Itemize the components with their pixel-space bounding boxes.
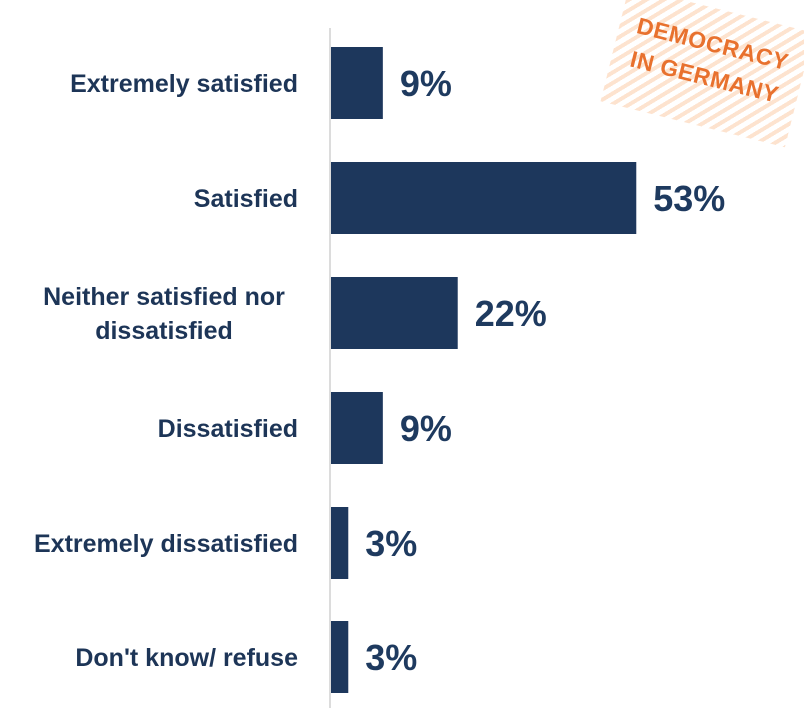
category-label-4: Extremely dissatisfied xyxy=(34,530,298,558)
bar-3 xyxy=(331,392,383,464)
value-label-2: 22% xyxy=(475,293,547,334)
value-label-4: 3% xyxy=(365,523,417,564)
value-label-3: 9% xyxy=(400,408,452,449)
bar-0 xyxy=(331,47,383,119)
category-label-5: Don't know/ refuse xyxy=(75,644,298,672)
bar-5 xyxy=(331,621,349,693)
category-label-2-line-1: dissatisfied xyxy=(95,317,233,345)
category-label-3: Dissatisfied xyxy=(158,415,298,443)
category-label-1: Satisfied xyxy=(194,185,298,213)
value-label-5: 3% xyxy=(365,637,417,678)
bar-2 xyxy=(331,277,458,349)
category-label-2-line-0: Neither satisfied nor xyxy=(43,283,285,311)
category-label-0: Extremely satisfied xyxy=(70,70,298,98)
value-label-1: 53% xyxy=(653,178,725,219)
value-label-0: 9% xyxy=(400,63,452,104)
bar-4 xyxy=(331,507,349,579)
bar-1 xyxy=(331,162,637,234)
